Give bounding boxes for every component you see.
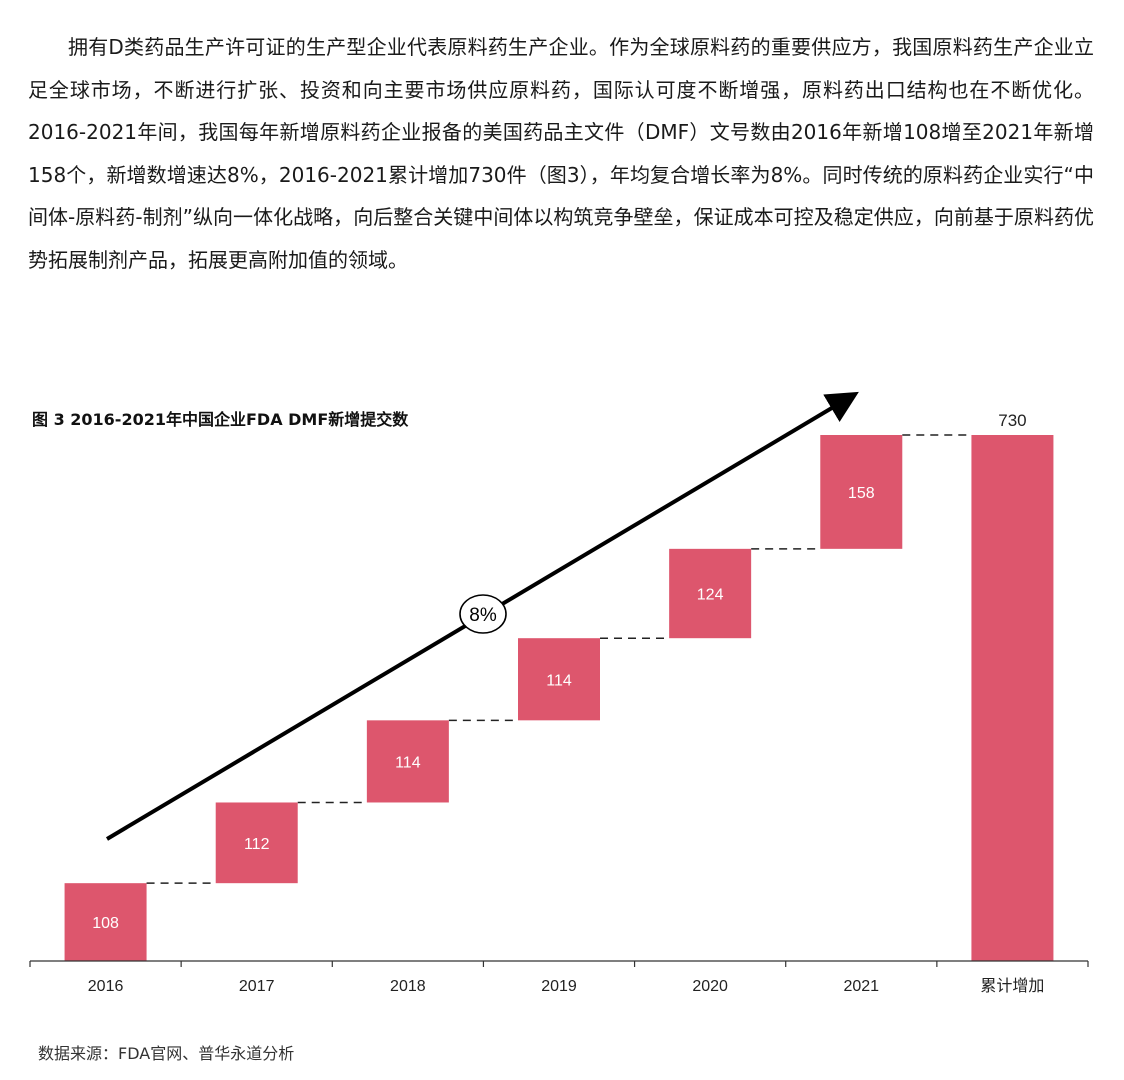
- bar-value-label: 124: [697, 587, 724, 604]
- bar-2016: [64, 883, 147, 961]
- bar-2021: [820, 435, 903, 549]
- bar-value-label: 114: [395, 754, 421, 771]
- x-tick-label: 2016: [88, 978, 124, 995]
- x-tick-label: 2021: [843, 978, 879, 995]
- bar-2017: [215, 802, 298, 884]
- body-paragraph: 拥有D类药品生产许可证的生产型企业代表原料药生产企业。作为全球原料药的重要供应方…: [28, 35, 1094, 272]
- x-tick-label: 2017: [239, 978, 275, 995]
- bar-2020: [669, 548, 752, 639]
- bar-2019: [518, 638, 600, 721]
- bars: [64, 435, 1054, 961]
- bar-labels: 108 112 114 114 124 158: [92, 485, 875, 932]
- bar-value-label: 158: [848, 485, 875, 502]
- bar-累计增加: [971, 435, 1054, 961]
- connector-lines: [146, 434, 972, 884]
- growth-annotation: 8%: [459, 594, 507, 634]
- chart-title: 图 3 2016-2021年中国企业FDA DMF新增提交数: [32, 410, 409, 429]
- bar-value-label: 112: [244, 836, 270, 853]
- x-tick-label: 2020: [692, 978, 728, 995]
- growth-label: 8%: [469, 605, 497, 626]
- x-tick-label: 2018: [390, 978, 426, 995]
- x-axis: [29, 960, 1089, 967]
- bar-value-label: 114: [546, 672, 572, 689]
- x-tick-label: 累计增加: [980, 977, 1044, 995]
- source-note: 数据来源：FDA官网、普华永道分析: [38, 1044, 295, 1063]
- bar-2018: [366, 720, 449, 803]
- x-tick-labels: 2016 2017 2018 2019 2020 2021 累计增加: [88, 977, 1045, 995]
- bar-value-label: 108: [92, 915, 119, 932]
- x-tick-label: 2019: [541, 978, 577, 995]
- total-value-label: 730: [998, 411, 1026, 430]
